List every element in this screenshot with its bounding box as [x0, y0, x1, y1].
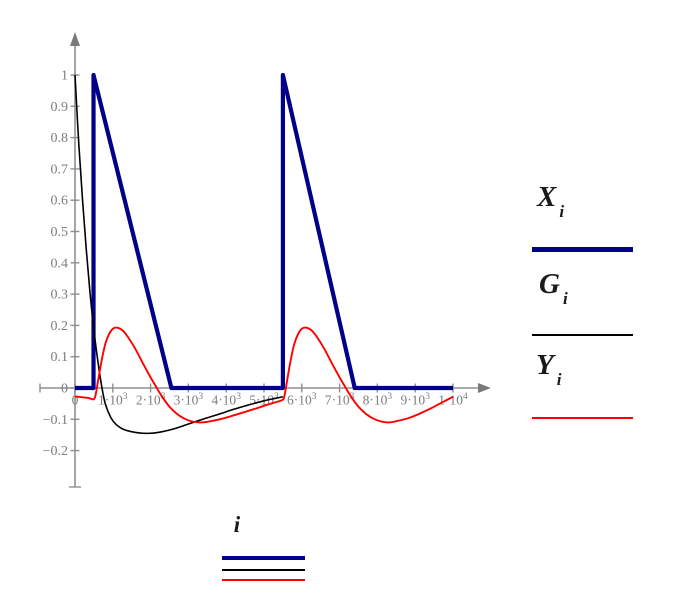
x-axis-trace-line-x [222, 556, 305, 560]
x-tick-label: 8·103 [363, 392, 393, 408]
series-g [74, 74, 284, 435]
y-tick-label: 1 [61, 69, 68, 84]
legend-line-g [532, 334, 633, 336]
legend-sub-y: i [556, 370, 562, 389]
series-y [74, 326, 454, 424]
legend-line-x [532, 247, 633, 252]
y-tick-label: −0.2 [43, 444, 68, 459]
y-tick-label: 0.4 [51, 256, 69, 271]
x-tick-label: 9·103 [400, 392, 430, 408]
y-tick-label: 0.1 [51, 350, 69, 365]
y-tick-label: −0.1 [43, 413, 68, 428]
legend-var-y: Y [536, 349, 554, 381]
x-tick-label: 1·104 [438, 392, 468, 408]
y-tick-label: 0.5 [51, 225, 69, 240]
legend-line-y [532, 417, 633, 419]
x-tick-label: 6·103 [287, 392, 317, 408]
legend-var-x: X [537, 181, 557, 213]
series-x [75, 72, 453, 391]
y-axis-arrow-icon [70, 32, 80, 46]
y-tick-label: 0 [61, 382, 68, 397]
y-tick-label: 0.3 [51, 288, 69, 303]
x-tick-label: 0 [72, 393, 79, 408]
x-axis-label: i [233, 512, 241, 537]
y-tick-label: 0.2 [51, 319, 69, 334]
x-axis-trace-line-y [222, 579, 305, 581]
y-tick-label: 0.7 [51, 162, 69, 177]
y-tick-label: 0.9 [51, 100, 69, 115]
x-axis-trace-line-g [222, 569, 305, 571]
legend-sub-g: i [562, 289, 568, 308]
x-tick-label: 3·103 [174, 392, 204, 408]
y-tick-label: 0.6 [51, 194, 69, 209]
x-tick-label: 4·103 [211, 392, 241, 408]
legend-var-g: G [539, 268, 560, 300]
legend-sub-x: i [559, 202, 565, 221]
x-axis-arrow-icon [478, 383, 491, 393]
axes [39, 32, 491, 488]
y-tick-label: 0.8 [51, 131, 69, 146]
